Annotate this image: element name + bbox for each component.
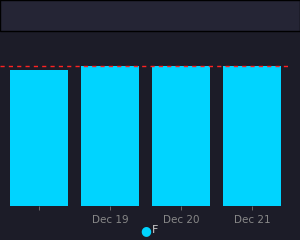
Text: ●: ●: [140, 224, 151, 237]
Text: F: F: [152, 225, 158, 235]
Bar: [223, 66, 281, 206]
Text: Total Hospital Capacity (Percent): Total Hospital Capacity (Percent): [0, 14, 204, 27]
Bar: [152, 66, 210, 206]
Bar: [81, 66, 139, 206]
Bar: [10, 70, 68, 206]
